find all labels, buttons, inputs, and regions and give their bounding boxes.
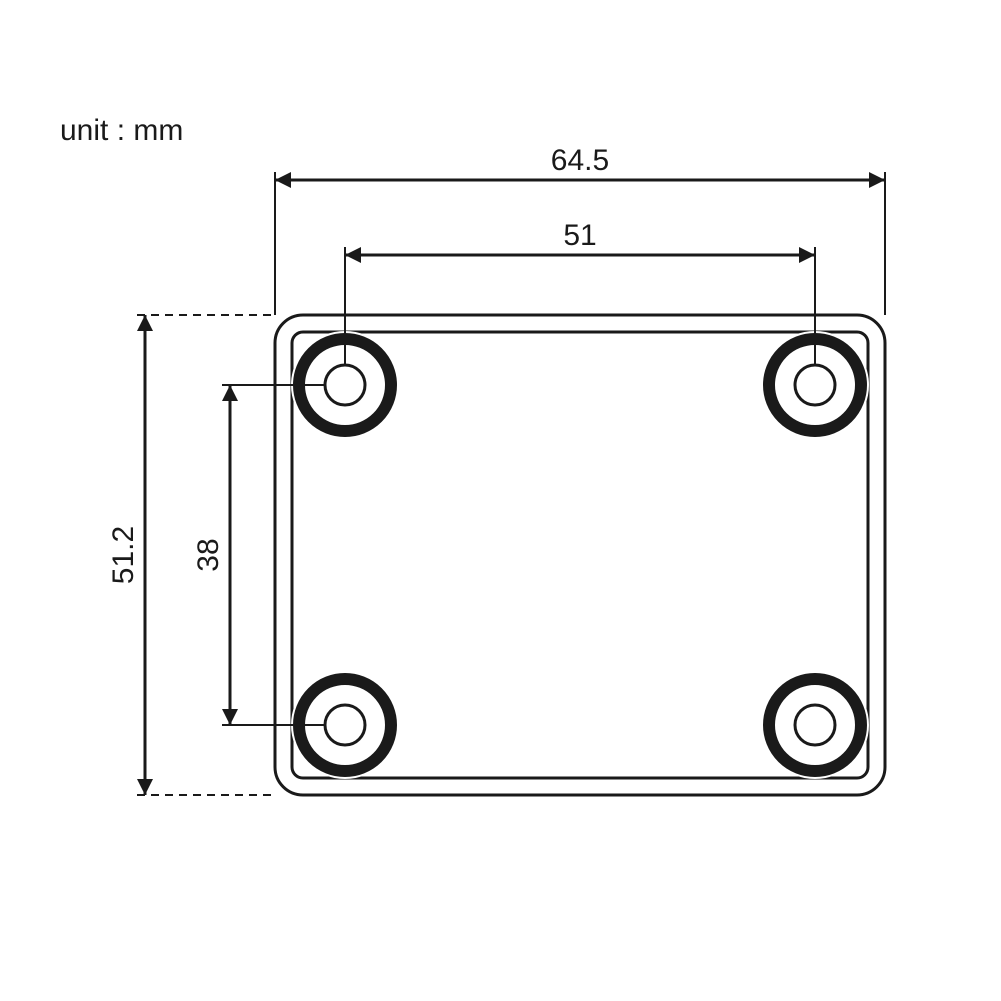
dim-outer-width-label: 64.5 <box>551 144 609 177</box>
dim-outer-height: 51.2 <box>107 315 145 795</box>
holes <box>291 331 869 779</box>
dim-hole-y-label: 38 <box>192 538 225 571</box>
dimension-drawing: 64.5 51 51.2 38 unit : mm <box>0 0 1001 1001</box>
dim-hole-y: 38 <box>192 385 230 725</box>
dim-hole-x-label: 51 <box>563 219 596 252</box>
dim-hole-x: 51 <box>345 219 815 255</box>
dim-outer-height-label: 51.2 <box>107 526 140 584</box>
dim-outer-width: 64.5 <box>275 144 885 180</box>
unit-label: unit : mm <box>60 114 183 147</box>
hole-3 <box>761 671 869 779</box>
